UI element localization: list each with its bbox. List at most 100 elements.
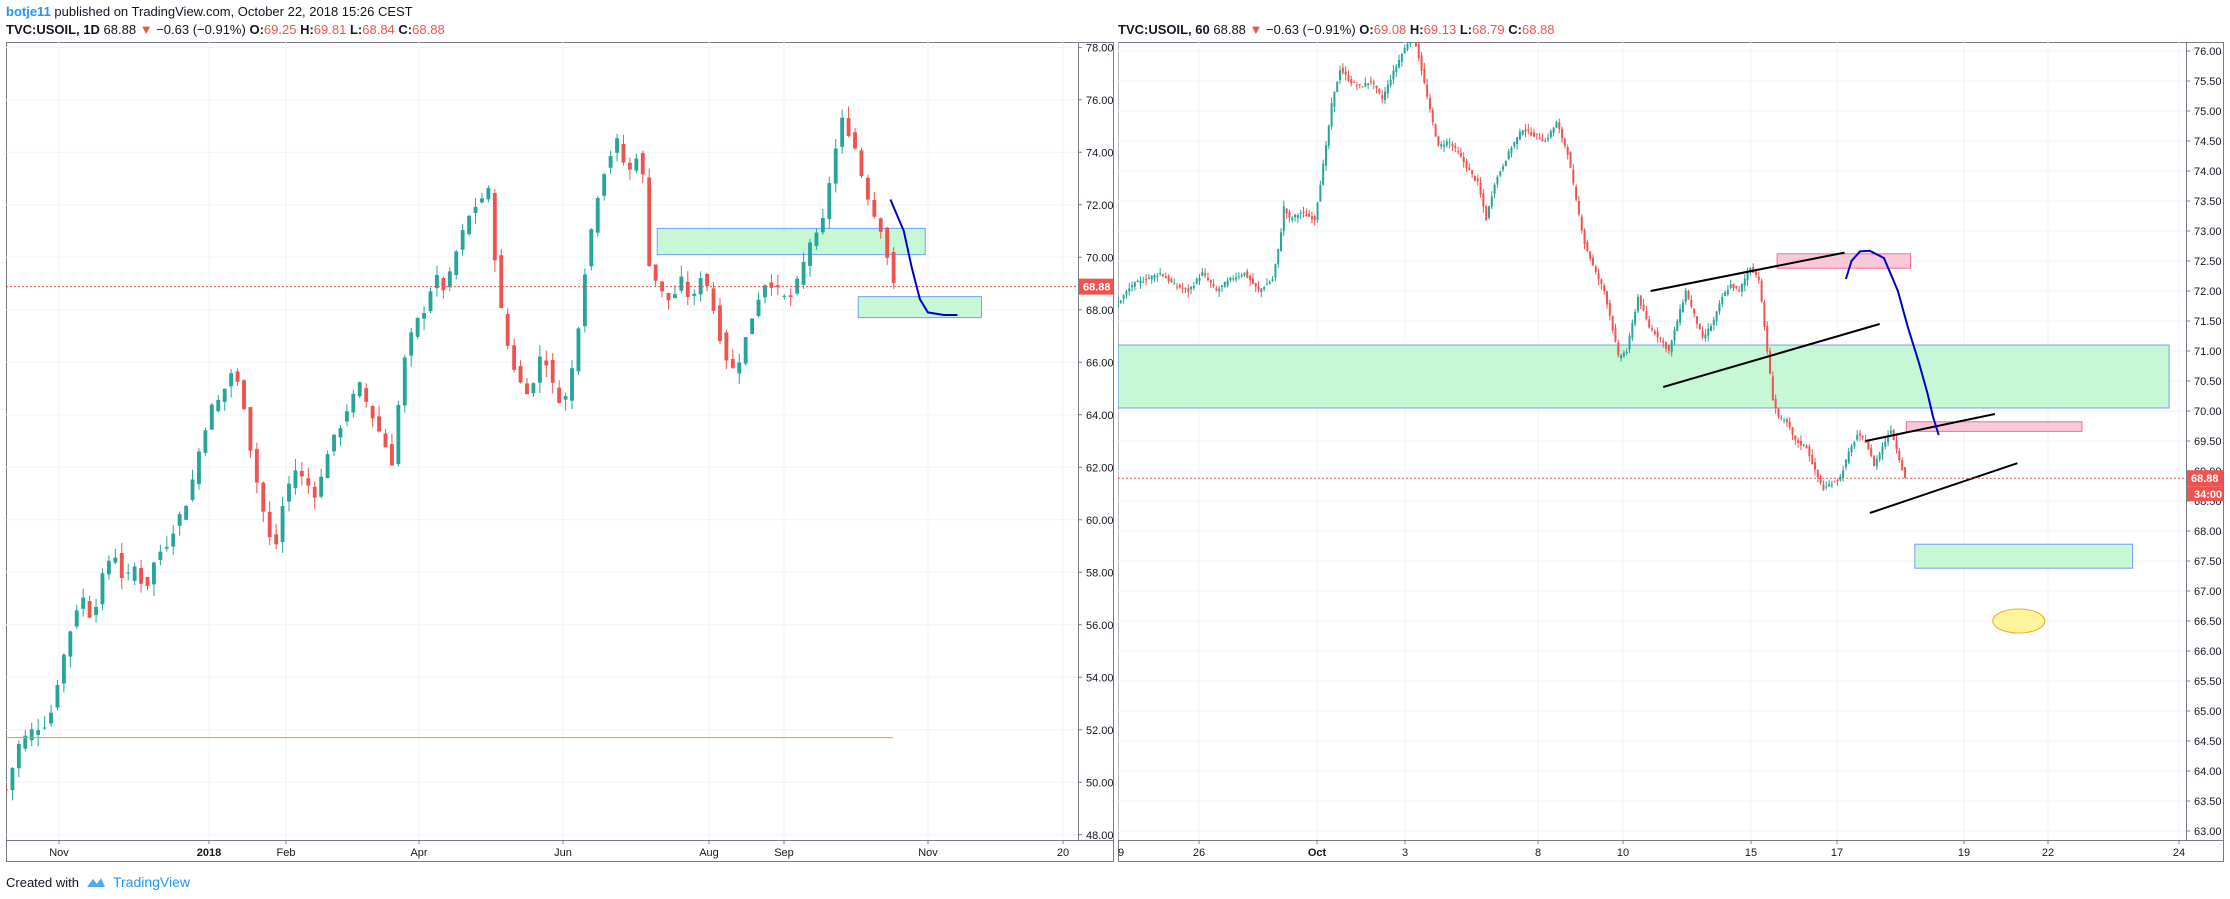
candle-body <box>312 486 317 498</box>
candle-body <box>1651 328 1653 330</box>
candle-body <box>435 274 439 289</box>
projection-curve <box>889 199 958 316</box>
candle-body <box>1156 275 1159 277</box>
candle-body <box>344 411 349 422</box>
candle-body <box>775 285 780 288</box>
candle-body <box>23 735 28 749</box>
candle-body <box>621 144 626 163</box>
candle-body <box>1763 301 1766 328</box>
zone-pink <box>1905 421 2083 432</box>
candle-body <box>1260 288 1263 292</box>
candle-body <box>351 393 356 413</box>
candle-body <box>615 138 619 153</box>
candle-body <box>1201 272 1204 276</box>
candle-body <box>1195 278 1198 284</box>
candle-body <box>1518 131 1521 140</box>
candle-body <box>1361 86 1364 88</box>
chart-frame <box>6 42 1114 862</box>
candle-body <box>1485 206 1488 221</box>
price-tick-label: 50.00 <box>1086 777 1114 789</box>
time-tick-label: 29 <box>1118 847 1124 859</box>
candle-body <box>1392 70 1395 80</box>
candle-body <box>1420 55 1423 71</box>
candle-body <box>242 380 246 410</box>
candle-body <box>1164 276 1167 279</box>
candle-body <box>6 789 8 791</box>
candle-body <box>1811 454 1814 465</box>
candle-body <box>1296 215 1299 218</box>
candle-body <box>1403 48 1406 54</box>
candle-body <box>203 430 208 453</box>
candle-body <box>480 198 484 203</box>
candle-body <box>1642 304 1645 311</box>
author-link[interactable]: botje11 <box>6 4 51 19</box>
candle-body <box>1586 242 1589 251</box>
candle-body <box>1577 200 1580 215</box>
candle-body <box>1302 211 1305 213</box>
candle-body <box>1454 145 1457 148</box>
left-high: 69.81 <box>313 22 347 37</box>
candle-body <box>1785 419 1788 423</box>
candle-body <box>1462 156 1465 163</box>
candle-body <box>1493 184 1496 194</box>
candle-body <box>1608 302 1611 316</box>
candle-body <box>1263 287 1266 290</box>
hourly-chart[interactable]: 76.00 75.50 75.00 74.50 74.00 73.50 73.00 72.50… <box>1118 42 2224 862</box>
candle-body <box>1251 278 1254 284</box>
candle-body <box>1378 89 1381 94</box>
time-tick-label: 8 <box>1535 847 1541 859</box>
candle-body <box>402 357 407 406</box>
candle-body <box>1701 331 1704 338</box>
time-tick-label: 15 <box>1745 847 1757 859</box>
candle-body <box>1440 144 1443 147</box>
last-price-tag <box>1079 278 1113 295</box>
candle-body <box>1280 232 1283 252</box>
candle-body <box>1423 68 1426 83</box>
candle-body <box>1687 291 1690 300</box>
price-tick-label: 48.00 <box>1086 830 1114 842</box>
price-tick-label: 64.00 <box>1086 410 1114 422</box>
candle-body <box>261 482 266 512</box>
candle-body <box>177 514 182 526</box>
candle-body <box>415 317 420 337</box>
candle-body <box>1606 291 1609 305</box>
candle-body <box>1898 450 1901 461</box>
candle-body <box>1634 311 1637 325</box>
tradingview-brand[interactable]: TradingView <box>112 874 191 890</box>
candle-body <box>737 362 742 374</box>
candle-body <box>1645 310 1648 319</box>
price-tick-label: 66.50 <box>2194 616 2222 628</box>
price-tick-label: 64.50 <box>2194 736 2222 748</box>
candle-body <box>865 177 870 200</box>
candle-body <box>126 572 131 574</box>
candle-body <box>1802 444 1805 446</box>
candle-body <box>512 345 517 370</box>
candle-body <box>1676 321 1679 332</box>
left-close: 68.88 <box>412 22 445 37</box>
candle-body <box>769 282 774 288</box>
candle-body <box>1783 419 1786 421</box>
candle-body <box>1226 280 1229 286</box>
candle-body <box>1693 308 1696 314</box>
candle-body <box>332 434 336 452</box>
candle-body <box>1431 110 1434 123</box>
candle-body <box>68 631 73 657</box>
candle-body <box>61 654 66 684</box>
candle-body <box>499 255 504 308</box>
candle-body <box>1881 446 1884 455</box>
candle-body <box>1746 273 1749 281</box>
candle-body <box>698 278 703 295</box>
daily-chart[interactable]: 78.00 76.00 74.00 72.00 70.00 68.00 66.00 64.00… <box>6 42 1114 862</box>
candle-body <box>827 183 832 220</box>
trend-line <box>1865 413 1996 442</box>
price-tick-label: 58.00 <box>1086 567 1114 579</box>
last-price-tag-label: 68.88 <box>2191 473 2219 485</box>
candle-body <box>49 712 53 724</box>
candle-body <box>1639 295 1642 306</box>
candle-body <box>454 251 459 276</box>
candle-body <box>1724 292 1727 297</box>
time-tick-label: Feb <box>277 847 296 859</box>
price-tick-label: 73.50 <box>2194 196 2222 208</box>
candle-body <box>1291 217 1294 220</box>
candle-body <box>518 366 523 383</box>
